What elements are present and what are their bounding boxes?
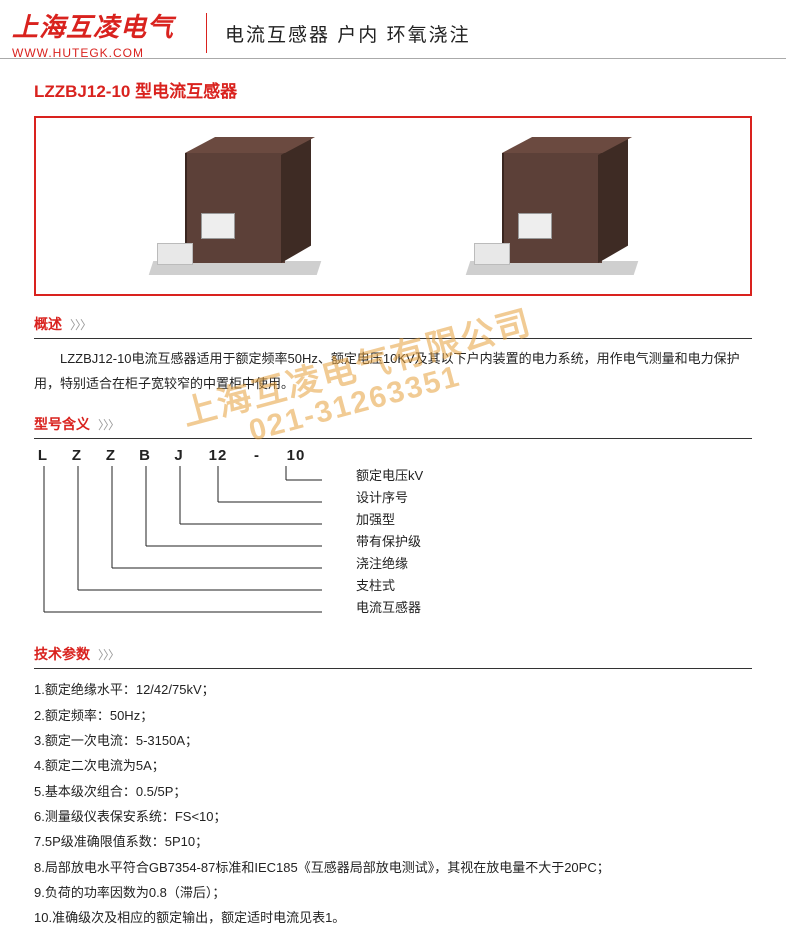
product-image-frame bbox=[34, 116, 752, 296]
tech-params-list: 1.额定绝缘水平：12/42/75kV； 2.额定频率：50Hz； 3.额定一次… bbox=[34, 677, 752, 930]
logo-text: 上海互凌电气 bbox=[12, 7, 174, 44]
tech-item: 5.基本级次组合：0.5/5P； bbox=[34, 779, 752, 804]
tech-item: 4.额定二次电流为5A； bbox=[34, 753, 752, 778]
model-char: 10 bbox=[284, 447, 308, 464]
product-image-left bbox=[145, 131, 325, 281]
model-char: L bbox=[36, 447, 50, 464]
header-category: 电流互感器 户内 环氧浇注 bbox=[225, 20, 471, 47]
tech-item: 8.局部放电水平符合GB7354-87标准和IEC185《互感器局部放电测试》，… bbox=[34, 855, 752, 880]
model-labels: 额定电压kV 设计序号 加强型 带有保护级 浇注绝缘 支柱式 电流互感器 bbox=[356, 465, 423, 619]
page-header: 上海互凌电气 WWW.HUTEGK.COM 电流互感器 户内 环氧浇注 bbox=[0, 0, 786, 58]
tech-item: 3.额定一次电流：5-3150A； bbox=[34, 728, 752, 753]
section-rule bbox=[34, 338, 752, 339]
section-arrows-icon: 〉〉〉 bbox=[98, 646, 119, 663]
model-label: 电流互感器 bbox=[356, 597, 423, 619]
model-label: 浇注绝缘 bbox=[356, 553, 423, 575]
tech-item: 9.负荷的功率因数为0.8（滞后）； bbox=[34, 880, 752, 905]
model-char: Z bbox=[70, 447, 84, 464]
section-header-model: 型号含义 〉〉〉 bbox=[34, 414, 752, 434]
section-rule bbox=[34, 438, 752, 439]
section-title: 型号含义 bbox=[34, 414, 90, 434]
section-rule bbox=[34, 668, 752, 669]
section-title: 技术参数 bbox=[34, 644, 90, 664]
logo-block: 上海互凌电气 WWW.HUTEGK.COM bbox=[12, 7, 174, 60]
product-image-right bbox=[462, 131, 642, 281]
model-label: 带有保护级 bbox=[356, 531, 423, 553]
tech-item: 2.额定频率：50Hz； bbox=[34, 703, 752, 728]
model-label: 支柱式 bbox=[356, 575, 423, 597]
tech-item: 10.准确级次及相应的额定输出，额定适时电流见表1。 bbox=[34, 905, 752, 930]
content: LZZBJ12-10 型电流互感器 概述 〉〉〉 LZZBJ12-10电流互感器… bbox=[0, 59, 786, 931]
model-char: 12 bbox=[206, 447, 230, 464]
product-title: LZZBJ12-10 型电流互感器 bbox=[34, 77, 752, 102]
overview-text: LZZBJ12-10电流互感器适用于额定频率50Hz、额定电压10KV及其以下户… bbox=[34, 347, 752, 396]
section-header-overview: 概述 〉〉〉 bbox=[34, 314, 752, 334]
section-title: 概述 bbox=[34, 314, 62, 334]
section-arrows-icon: 〉〉〉 bbox=[70, 316, 91, 333]
section-header-tech: 技术参数 〉〉〉 bbox=[34, 644, 752, 664]
tech-item: 6.测量级仪表保安系统：FS<10； bbox=[34, 804, 752, 829]
model-label: 设计序号 bbox=[356, 487, 423, 509]
model-char: Z bbox=[104, 447, 118, 464]
model-char: B bbox=[138, 447, 152, 464]
tech-item: 7.5P级准确限值系数：5P10； bbox=[34, 829, 752, 854]
model-meaning-diagram: L Z Z B J 12 - 10 bbox=[34, 447, 752, 624]
header-divider bbox=[206, 13, 207, 53]
model-bracket-svg bbox=[34, 466, 324, 624]
model-label: 加强型 bbox=[356, 509, 423, 531]
logo-url: WWW.HUTEGK.COM bbox=[12, 46, 174, 60]
tech-item: 1.额定绝缘水平：12/42/75kV； bbox=[34, 677, 752, 702]
model-code-row: L Z Z B J 12 - 10 bbox=[34, 447, 752, 464]
section-arrows-icon: 〉〉〉 bbox=[98, 416, 119, 433]
model-label: 额定电压kV bbox=[356, 465, 423, 487]
model-char: - bbox=[250, 447, 264, 464]
model-char: J bbox=[172, 447, 186, 464]
